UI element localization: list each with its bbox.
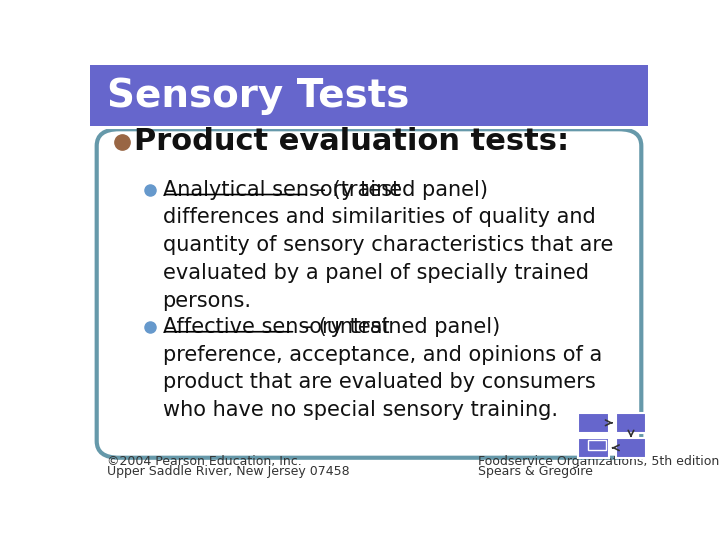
Text: Upper Saddle River, New Jersey 07458: Upper Saddle River, New Jersey 07458 — [107, 465, 349, 478]
Text: Foodservice Organizations, 5th edition: Foodservice Organizations, 5th edition — [478, 455, 719, 468]
Text: differences and similarities of quality and: differences and similarities of quality … — [163, 207, 595, 227]
Text: quantity of sensory characteristics that are: quantity of sensory characteristics that… — [163, 235, 613, 255]
Bar — [616, 438, 647, 458]
Text: who have no special sensory training.: who have no special sensory training. — [163, 400, 557, 420]
Text: Analytical sensory test: Analytical sensory test — [163, 179, 400, 200]
Bar — [90, 65, 648, 126]
Text: evaluated by a panel of specially trained: evaluated by a panel of specially traine… — [163, 263, 588, 283]
Text: Sensory Tests: Sensory Tests — [107, 77, 409, 114]
Bar — [578, 413, 609, 433]
Text: – (trained panel): – (trained panel) — [309, 179, 487, 200]
Text: ©2004 Pearson Education, Inc.: ©2004 Pearson Education, Inc. — [107, 455, 302, 468]
Text: Product evaluation tests:: Product evaluation tests: — [133, 127, 569, 156]
Text: preference, acceptance, and opinions of a: preference, acceptance, and opinions of … — [163, 345, 602, 364]
Text: persons.: persons. — [163, 291, 251, 311]
Text: – (untrained panel): – (untrained panel) — [295, 317, 500, 337]
Text: Affective sensory test: Affective sensory test — [163, 317, 390, 337]
Bar — [578, 438, 609, 458]
Bar — [616, 413, 647, 433]
Text: product that are evaluated by consumers: product that are evaluated by consumers — [163, 373, 595, 393]
Text: Spears & Gregoire: Spears & Gregoire — [478, 465, 593, 478]
Bar — [588, 440, 606, 450]
